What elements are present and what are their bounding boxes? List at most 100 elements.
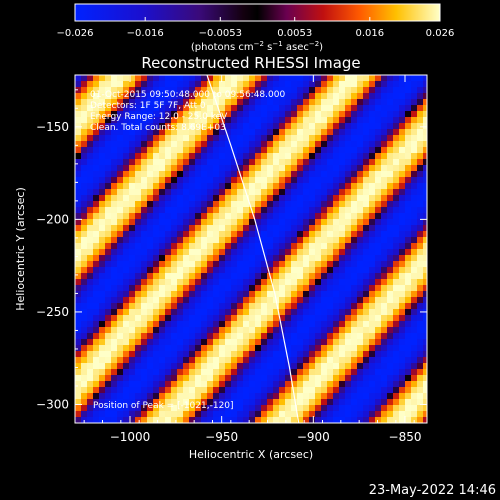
heatmap-cell — [261, 291, 268, 298]
heatmap-cell — [141, 123, 148, 130]
heatmap-cell — [99, 225, 106, 232]
heatmap-cell — [225, 279, 232, 286]
heatmap-cell — [291, 363, 298, 370]
heatmap-cell — [315, 207, 322, 214]
heatmap-cell — [357, 75, 364, 82]
heatmap-cell — [231, 93, 238, 100]
heatmap-cell — [123, 177, 130, 184]
heatmap-cell — [417, 75, 424, 82]
heatmap-cell — [207, 243, 214, 250]
heatmap-cell — [201, 237, 208, 244]
heatmap-cell — [111, 195, 118, 202]
heatmap-cell — [333, 267, 340, 274]
heatmap-cell — [129, 141, 136, 148]
heatmap-cell — [255, 381, 262, 388]
annotation-energy: Energy Range: 12.0 - 25.0 keV — [90, 112, 228, 122]
heatmap-cell — [399, 309, 406, 316]
heatmap-cell — [315, 339, 322, 346]
heatmap-cell — [351, 345, 358, 352]
heatmap-cell — [99, 309, 106, 316]
heatmap-cell — [195, 291, 202, 298]
heatmap-cell — [363, 357, 370, 364]
heatmap-cell — [333, 117, 340, 124]
heatmap-cell — [219, 339, 226, 346]
heatmap-cell — [243, 267, 250, 274]
heatmap-cell — [399, 117, 406, 124]
heatmap-cell — [201, 345, 208, 352]
heatmap-cell — [285, 207, 292, 214]
heatmap-cell — [99, 411, 106, 418]
heatmap-cell — [153, 315, 160, 322]
heatmap-cell — [303, 123, 310, 130]
heatmap-cell — [315, 75, 322, 82]
heatmap-cell — [219, 285, 226, 292]
heatmap-cell — [81, 195, 88, 202]
heatmap-cell — [123, 333, 130, 340]
heatmap-cell — [243, 201, 250, 208]
heatmap-cell — [363, 303, 370, 310]
heatmap-cell — [219, 105, 226, 112]
heatmap-cell — [231, 327, 238, 334]
heatmap-cell — [339, 375, 346, 382]
heatmap-cell — [87, 339, 94, 346]
heatmap-cell — [285, 393, 292, 400]
heatmap-cell — [399, 381, 406, 388]
heatmap-cell — [207, 387, 214, 394]
heatmap-cell — [267, 255, 274, 262]
heatmap-cell — [105, 291, 112, 298]
heatmap-cell — [387, 303, 394, 310]
heatmap-cell — [351, 231, 358, 238]
heatmap-cell — [267, 351, 274, 358]
heatmap-cell — [177, 345, 184, 352]
heatmap-cell — [111, 309, 118, 316]
heatmap-cell — [267, 327, 274, 334]
heatmap-cell — [321, 375, 328, 382]
heatmap-cell — [159, 129, 166, 136]
heatmap-cell — [279, 417, 286, 423]
heatmap-cell — [243, 183, 250, 190]
heatmap-cell — [105, 339, 112, 346]
heatmap-cell — [177, 405, 184, 412]
heatmap-cell — [285, 261, 292, 268]
heatmap-cell — [297, 165, 304, 172]
heatmap-cell — [195, 231, 202, 238]
heatmap-cell — [159, 291, 166, 298]
heatmap-cell — [93, 75, 100, 82]
heatmap-cell — [225, 309, 232, 316]
heatmap-cell — [207, 129, 214, 136]
heatmap-cell — [297, 261, 304, 268]
heatmap-cell — [225, 381, 232, 388]
heatmap-cell — [195, 207, 202, 214]
heatmap-cell — [387, 243, 394, 250]
heatmap-cell — [105, 189, 112, 196]
heatmap-cell — [87, 189, 94, 196]
heatmap-cell — [153, 411, 160, 418]
heatmap-cell — [261, 243, 268, 250]
heatmap-cell — [183, 411, 190, 418]
heatmap-cell — [255, 177, 262, 184]
heatmap-cell — [111, 387, 118, 394]
heatmap-cell — [303, 363, 310, 370]
heatmap-cell — [303, 171, 310, 178]
heatmap-cell — [291, 147, 298, 154]
heatmap-cell — [105, 111, 112, 118]
heatmap-cell — [141, 297, 148, 304]
heatmap-cell — [195, 255, 202, 262]
heatmap-cell — [375, 195, 382, 202]
heatmap-cell — [93, 261, 100, 268]
heatmap-cell — [369, 267, 376, 274]
heatmap-cell — [327, 219, 334, 226]
heatmap-cell — [243, 219, 250, 226]
heatmap-cell — [285, 345, 292, 352]
heatmap-cell — [261, 405, 268, 412]
heatmap-cell — [291, 189, 298, 196]
heatmap-cell — [105, 207, 112, 214]
heatmap-cell — [375, 231, 382, 238]
heatmap-cell — [99, 237, 106, 244]
heatmap-cell — [363, 129, 370, 136]
heatmap-cell — [99, 243, 106, 250]
annotation-peak: Position of Peak = [-1021,-120] — [93, 401, 234, 411]
heatmap-cell — [129, 321, 136, 328]
heatmap-cell — [135, 93, 142, 100]
heatmap-cell — [411, 195, 418, 202]
